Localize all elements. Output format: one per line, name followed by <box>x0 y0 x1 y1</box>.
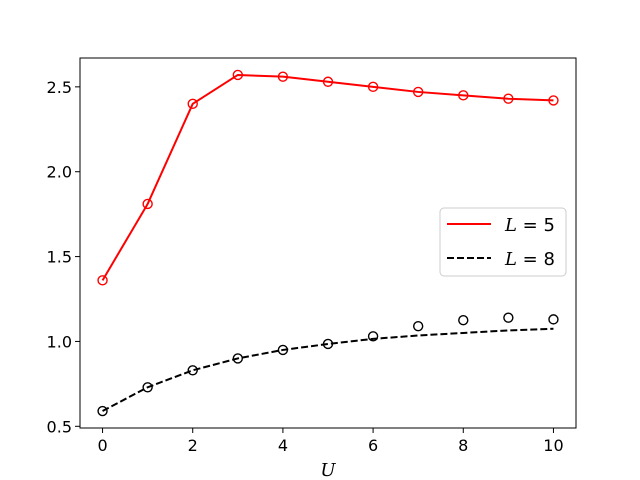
y-tick-label-2: 1.5 <box>47 248 72 267</box>
x-axis-label: U <box>320 460 336 480</box>
legend-label-0: L = 5 <box>504 215 555 236</box>
series-1-point-5 <box>322 338 334 350</box>
series-1-point-8 <box>458 315 469 326</box>
x-tick-label-4: 8 <box>458 436 468 455</box>
x-tick-label-0: 0 <box>97 436 107 455</box>
series-1-point-1 <box>142 382 153 393</box>
series-0-point-7 <box>412 86 424 98</box>
series-0-point-0 <box>97 275 108 286</box>
series-1-point-2 <box>187 365 198 376</box>
ticks-layer: 0 2 4 6 8 10 0.5 1.0 1.5 2.0 2.5 <box>47 78 564 455</box>
series-0-point-10 <box>548 95 559 106</box>
legend-label-1-eq: = 8 <box>517 249 555 270</box>
series-0-point-1 <box>142 198 153 210</box>
series-1-point-6 <box>367 331 379 342</box>
legend-label-0-var: L <box>504 215 517 236</box>
series-0-point-6 <box>367 81 379 93</box>
series-line-1 <box>102 327 554 412</box>
x-tick-label-1: 2 <box>188 436 198 455</box>
legend-label-0-eq: = 5 <box>517 215 555 236</box>
x-tick-label-3: 6 <box>368 436 378 455</box>
y-tick-label-3: 2.0 <box>47 163 72 182</box>
series-layer <box>97 69 559 417</box>
series-1-point-3 <box>232 353 244 364</box>
series-0-point-5 <box>322 76 334 87</box>
legend-label-1-var: L <box>504 249 517 270</box>
series-0-point-8 <box>458 90 469 101</box>
x-tick-label-5: 10 <box>543 436 563 455</box>
plot-frame <box>79 57 577 429</box>
series-0-point-4 <box>277 71 289 82</box>
y-tick-label-4: 2.5 <box>47 78 72 97</box>
series-0-point-3 <box>232 69 244 81</box>
series-1-point-7 <box>412 320 424 332</box>
y-tick-label-0: 0.5 <box>47 417 72 436</box>
x-tick-label-2: 4 <box>278 436 288 455</box>
series-1-point-10 <box>548 314 559 325</box>
series-1-point-4 <box>277 344 289 356</box>
series-0-point-9 <box>503 93 514 104</box>
legend-label-1: L = 8 <box>504 249 555 270</box>
series-1-point-0 <box>97 405 108 417</box>
series-0-point-2 <box>187 98 198 110</box>
series-1-point-9 <box>503 312 514 323</box>
series-line-0 <box>101 73 554 281</box>
y-tick-label-1: 1.0 <box>47 332 72 351</box>
legend: L = 5 L = 8 <box>439 207 567 277</box>
